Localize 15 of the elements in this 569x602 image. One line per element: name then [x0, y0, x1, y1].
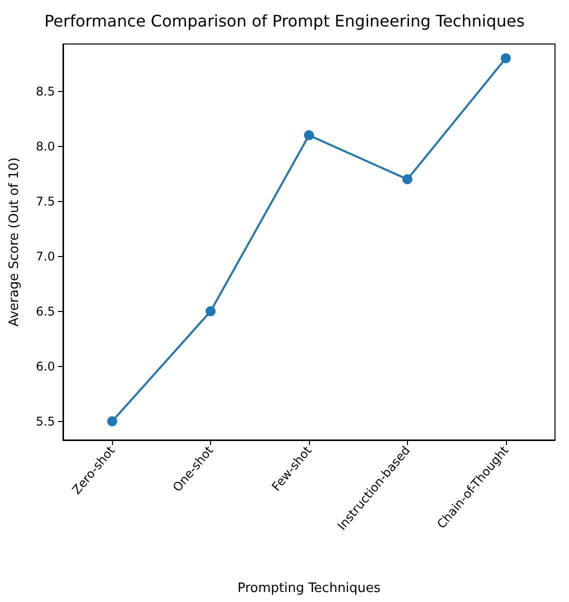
y-tick-label: 7.5	[36, 194, 55, 208]
point	[107, 416, 118, 426]
point	[500, 53, 511, 64]
y-axis-title: Average Score (Out of 10)	[7, 157, 22, 327]
point	[402, 174, 412, 184]
point	[206, 306, 216, 316]
x-axis-title: Prompting Techniques	[237, 581, 381, 596]
point	[304, 130, 314, 140]
y-tick-label: 6.0	[36, 359, 55, 374]
y-tick-label: 7.0	[36, 249, 55, 264]
chart-title: Performance Comparison of Prompt Engineering Techniques	[44, 12, 525, 30]
y-tick-label: 8.0	[36, 139, 55, 154]
y-tick-label: 8.5	[36, 84, 55, 98]
y-tick-label: 5.5	[36, 414, 55, 428]
y-tick-label: 6.5	[36, 304, 55, 318]
